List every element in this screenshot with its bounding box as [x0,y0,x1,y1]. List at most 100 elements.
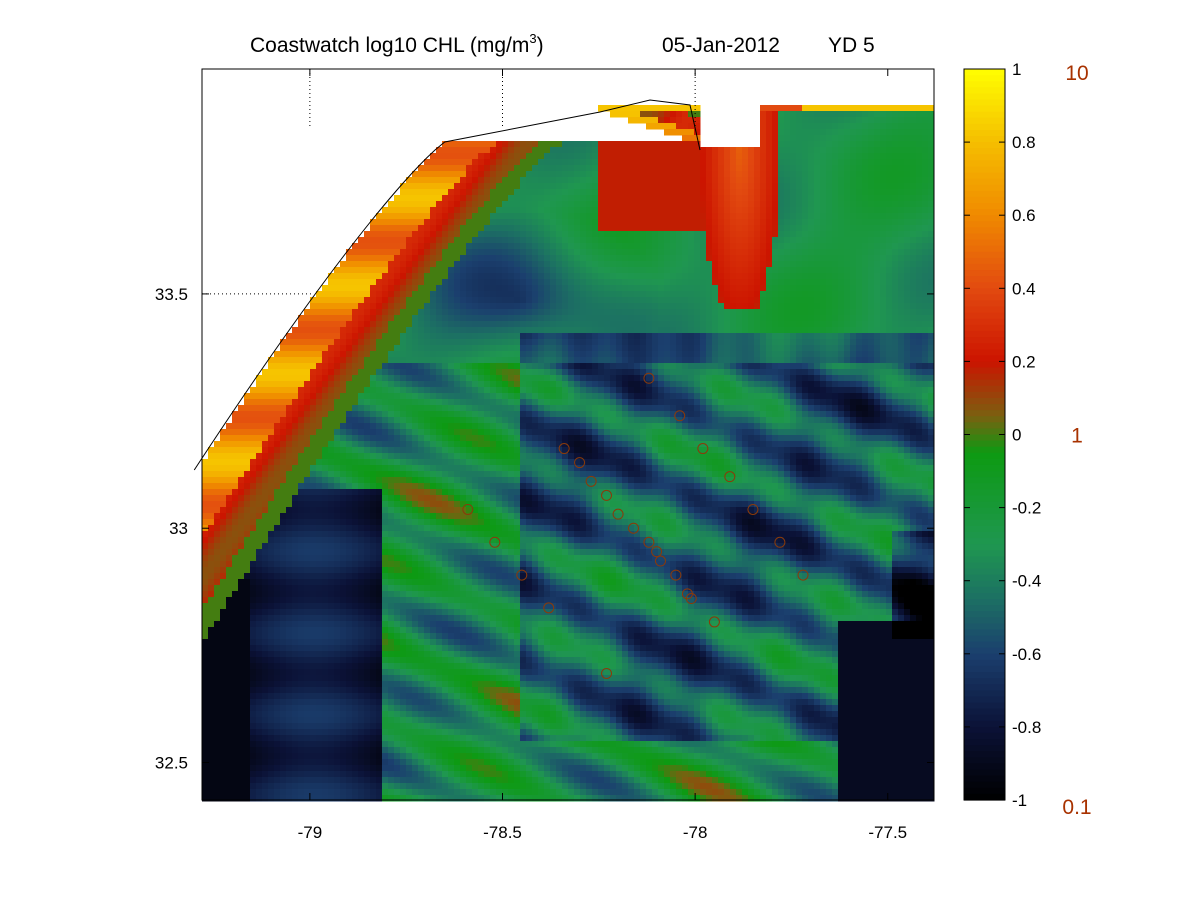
heatmap-cell [754,261,761,268]
heatmap-cell [466,285,473,292]
heatmap-cell [874,255,881,262]
heatmap-cell [880,327,887,334]
heatmap-cell [904,207,911,214]
heatmap-cell [574,189,581,196]
heatmap-cell [370,225,377,232]
heatmap-cell [616,273,623,280]
heatmap-cell [436,273,443,280]
heatmap-cell [712,405,719,412]
heatmap-cell [808,315,815,322]
heatmap-cell [346,345,353,352]
heatmap-cell [730,369,737,376]
heatmap-cell [814,195,821,202]
heatmap-cell [472,351,479,358]
heatmap-cell [730,249,737,256]
heatmap-cell [556,231,563,238]
heatmap-cell [754,297,761,304]
heatmap-cell [448,159,455,166]
heatmap-cell [820,195,827,202]
heatmap-cell [454,297,461,304]
heatmap-cell [640,405,647,412]
heatmap-cell [484,195,491,202]
heatmap-cell [886,345,893,352]
heatmap-cell [466,225,473,232]
heatmap-cell [664,363,671,370]
heatmap-cell [340,333,347,340]
heatmap-cell [796,387,803,394]
heatmap-cell [406,417,413,424]
heatmap-cell [712,393,719,400]
heatmap-cell [286,423,293,430]
heatmap-cell [448,183,455,190]
heatmap-cell [676,333,683,340]
heatmap-cell [634,231,641,238]
heatmap-cell [904,243,911,250]
heatmap-cell [910,393,917,400]
heatmap-cell [634,387,641,394]
heatmap-cell [754,255,761,262]
heatmap-cell [466,417,473,424]
heatmap-cell [754,327,761,334]
heatmap-cell [250,411,257,418]
heatmap-cell [580,399,587,406]
heatmap-cell [706,393,713,400]
heatmap-cell [664,411,671,418]
heatmap-cell [382,363,389,370]
heatmap-cell [880,171,887,178]
heatmap-cell [376,219,383,226]
heatmap-cell [310,369,317,376]
heatmap-cell [478,357,485,364]
heatmap-cell [274,381,281,388]
heatmap-cell [748,411,755,418]
heatmap-cell [766,267,773,274]
heatmap-cell [610,165,617,172]
heatmap-cell [328,279,335,286]
heatmap-cell [580,153,587,160]
heatmap-cell [868,273,875,280]
heatmap-cell [832,129,839,136]
heatmap-cell [808,195,815,202]
heatmap-cell [886,333,893,340]
heatmap-cell [682,129,689,136]
heatmap-cell [370,351,377,358]
heatmap-cell [358,279,365,286]
heatmap-cell [424,231,431,238]
heatmap-cell [340,381,347,388]
heatmap-cell [790,363,797,370]
heatmap-cell [484,279,491,286]
heatmap-cell [772,213,779,220]
heatmap-cell [478,219,485,226]
heatmap-cell [652,381,659,388]
heatmap-cell [808,285,815,292]
heatmap-cell [328,321,335,328]
heatmap-cell [568,279,575,286]
heatmap-cell [874,279,881,286]
heatmap-cell [778,333,785,340]
heatmap-cell [538,339,545,346]
heatmap-cell [616,243,623,250]
heatmap-cell [304,351,311,358]
heatmap-cell [748,273,755,280]
heatmap-cell [592,285,599,292]
heatmap-cell [442,333,449,340]
heatmap-cell [658,387,665,394]
heatmap-cell [928,261,935,268]
heatmap-cell [388,399,395,406]
heatmap-cell [916,393,923,400]
heatmap-cell [598,189,605,196]
heatmap-cell [712,243,719,250]
heatmap-cell [652,141,659,148]
heatmap-cell [610,351,617,358]
heatmap-cell [640,363,647,370]
heatmap-cell [676,237,683,244]
heatmap-cell [568,399,575,406]
heatmap-cell [760,231,767,238]
heatmap-cell [814,177,821,184]
heatmap-cell [370,243,377,250]
heatmap-cell [424,237,431,244]
heatmap-cell [904,279,911,286]
heatmap-cell [508,183,515,190]
heatmap-cell [532,291,539,298]
heatmap-cell [652,411,659,418]
heatmap-cell [514,255,521,262]
